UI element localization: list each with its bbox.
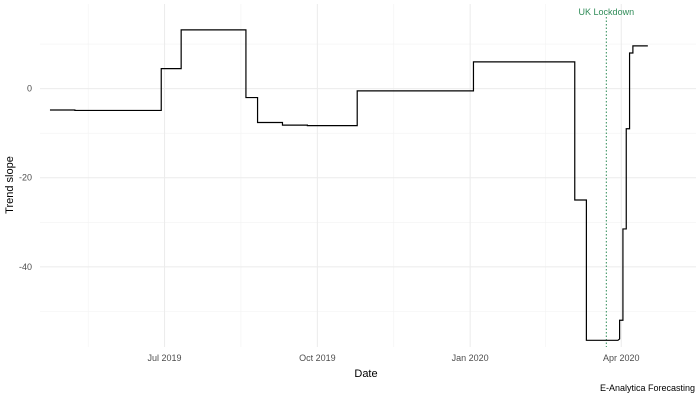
x-axis-title: Date <box>354 368 377 380</box>
series-lines <box>49 29 648 341</box>
lockdown-marker-label: UK Lockdown <box>579 7 635 17</box>
grid-lines <box>40 4 696 347</box>
y-axis-ticks: 0 -20 -40 <box>19 84 32 272</box>
annotation-lines: UK Lockdown <box>579 7 635 347</box>
x-tick-label: Apr 2020 <box>603 353 640 363</box>
x-tick-label: Oct 2019 <box>299 353 336 363</box>
x-axis-ticks: Jul 2019 Oct 2019 Jan 2020 Apr 2020 <box>148 353 640 363</box>
x-tick-label: Jan 2020 <box>452 353 489 363</box>
chart-caption: E-Analytica Forecasting <box>600 383 695 393</box>
y-axis-title: Trend slope <box>4 156 16 214</box>
y-tick-label: -20 <box>19 173 32 183</box>
y-tick-label: 0 <box>27 84 32 94</box>
trend-slope-line <box>49 29 648 341</box>
y-tick-label: -40 <box>19 262 32 272</box>
x-tick-label: Jul 2019 <box>148 353 182 363</box>
